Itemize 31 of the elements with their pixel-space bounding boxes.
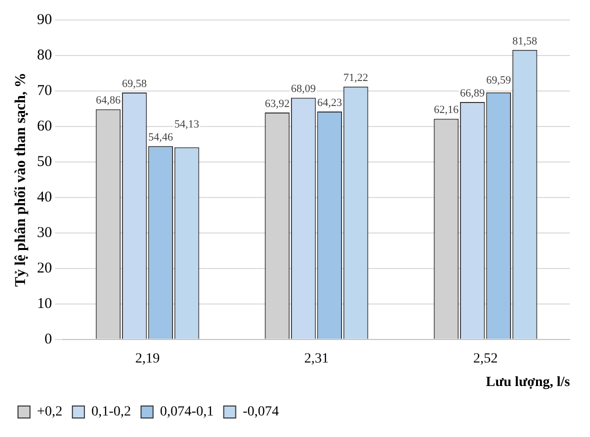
data-label: 69,59 (486, 74, 512, 86)
y-tick-label: 20 (37, 260, 52, 276)
legend-label: +0,2 (37, 404, 62, 420)
y-tick-label: 60 (37, 118, 52, 134)
data-label: 81,58 (512, 35, 538, 48)
y-tick-label: 90 (37, 12, 52, 28)
data-label: 64,23 (317, 96, 342, 109)
data-label: 66,89 (460, 87, 486, 100)
data-label: 69,58 (122, 78, 148, 90)
y-tick-label: 10 (37, 296, 52, 312)
data-label: 64,86 (96, 94, 122, 107)
x-tick-label: 2,19 (135, 351, 160, 366)
y-tick-label: 80 (37, 47, 52, 64)
data-label: 62,16 (434, 104, 460, 116)
data-label: 63,92 (264, 98, 290, 110)
x-axis-title: Lưu lượng, l/s (486, 375, 571, 390)
y-axis-title: Tỷ lệ phân phối vào than sạch, % (12, 72, 29, 287)
data-label: 71,22 (343, 72, 368, 84)
data-label: 68,09 (291, 83, 316, 96)
legend-label: -0,074 (242, 404, 279, 420)
x-tick-label: 2,52 (473, 351, 498, 366)
legend-label: 0,074-0,1 (160, 404, 214, 420)
y-tick-label: 70 (37, 82, 52, 99)
y-tick-label: 0 (44, 331, 52, 348)
x-tick-label: 2,31 (304, 351, 329, 366)
y-tick-label: 30 (37, 224, 52, 241)
data-label: 54,13 (174, 118, 200, 131)
data-label: 54,46 (148, 132, 174, 144)
y-tick-label: 50 (37, 154, 52, 170)
legend-label: 0,1-0,2 (91, 404, 132, 420)
y-tick-label: 40 (37, 189, 52, 206)
